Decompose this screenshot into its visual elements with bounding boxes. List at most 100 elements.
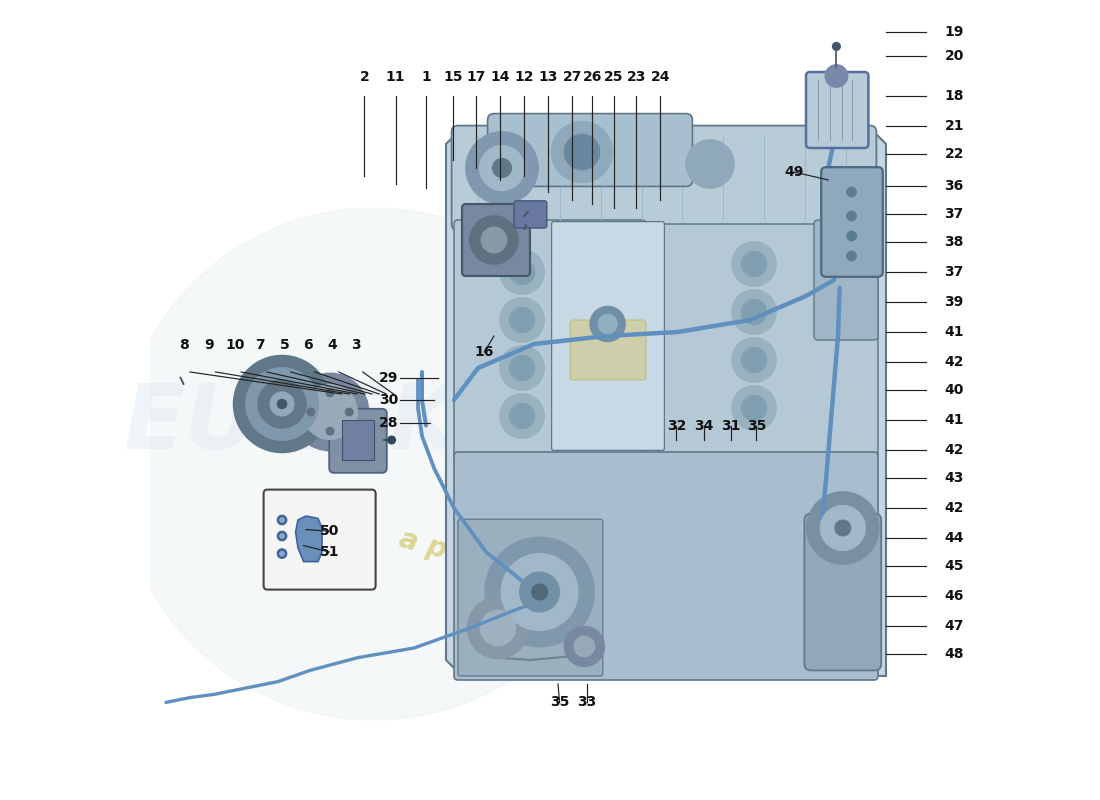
Circle shape (258, 380, 306, 428)
Circle shape (806, 492, 879, 564)
Text: a passion for life: a passion for life (396, 525, 657, 619)
Circle shape (277, 531, 287, 541)
Text: 2: 2 (360, 70, 370, 84)
Text: 15: 15 (443, 70, 463, 84)
Circle shape (279, 534, 285, 538)
Circle shape (574, 636, 595, 657)
Text: 46: 46 (945, 589, 964, 603)
Circle shape (741, 251, 767, 277)
Text: EUREKA: EUREKA (123, 380, 529, 468)
Circle shape (499, 394, 544, 438)
Circle shape (732, 338, 777, 382)
Text: 37: 37 (945, 207, 964, 222)
Text: 42: 42 (945, 354, 964, 369)
Text: 38: 38 (945, 234, 964, 249)
Text: 39: 39 (945, 295, 964, 310)
Circle shape (509, 403, 535, 429)
Circle shape (509, 355, 535, 381)
Text: 12: 12 (515, 70, 535, 84)
Circle shape (234, 356, 330, 452)
FancyBboxPatch shape (822, 167, 883, 277)
Text: 37: 37 (945, 265, 964, 279)
Circle shape (686, 140, 734, 188)
Circle shape (307, 408, 315, 416)
Text: 44: 44 (945, 530, 964, 545)
FancyBboxPatch shape (452, 126, 877, 230)
FancyBboxPatch shape (454, 220, 646, 460)
Circle shape (821, 506, 866, 550)
Circle shape (345, 408, 353, 416)
Circle shape (825, 65, 848, 87)
Text: 42: 42 (945, 442, 964, 457)
Text: 3: 3 (352, 338, 361, 352)
Text: 30: 30 (378, 393, 398, 407)
Circle shape (481, 610, 516, 646)
Circle shape (279, 551, 285, 556)
FancyBboxPatch shape (454, 452, 878, 680)
Circle shape (847, 211, 857, 221)
Circle shape (564, 134, 600, 170)
Polygon shape (296, 516, 322, 562)
Text: 17: 17 (466, 70, 486, 84)
Text: 28: 28 (378, 416, 398, 430)
Text: 29: 29 (378, 370, 398, 385)
FancyBboxPatch shape (487, 114, 692, 186)
Circle shape (481, 227, 507, 253)
Text: 41: 41 (945, 325, 964, 339)
FancyBboxPatch shape (551, 222, 664, 450)
Text: 4: 4 (328, 338, 338, 352)
Text: 20: 20 (945, 49, 964, 63)
Circle shape (531, 584, 548, 600)
Circle shape (564, 626, 604, 666)
Circle shape (847, 231, 857, 241)
Text: 7: 7 (255, 338, 265, 352)
Circle shape (519, 572, 560, 612)
Text: 42: 42 (945, 501, 964, 515)
Text: 10: 10 (226, 338, 244, 352)
Circle shape (741, 299, 767, 325)
Circle shape (468, 598, 528, 658)
Circle shape (732, 242, 777, 286)
FancyBboxPatch shape (329, 409, 387, 473)
Circle shape (387, 436, 396, 444)
FancyBboxPatch shape (570, 320, 646, 380)
Text: 23: 23 (627, 70, 646, 84)
FancyBboxPatch shape (316, 387, 340, 421)
Polygon shape (342, 420, 374, 460)
FancyBboxPatch shape (814, 220, 878, 340)
Circle shape (732, 386, 777, 430)
Circle shape (326, 389, 334, 397)
Circle shape (509, 259, 535, 285)
Text: 48: 48 (945, 647, 964, 662)
Circle shape (246, 368, 318, 440)
Text: 40: 40 (945, 383, 964, 398)
FancyBboxPatch shape (462, 204, 530, 276)
Text: 19: 19 (945, 25, 964, 39)
Text: 43: 43 (945, 471, 964, 486)
Circle shape (485, 538, 594, 646)
Text: 13: 13 (539, 70, 558, 84)
Circle shape (279, 518, 285, 522)
Text: 14: 14 (491, 70, 510, 84)
Circle shape (480, 146, 525, 190)
Text: 21: 21 (945, 119, 964, 134)
Text: 47: 47 (945, 618, 964, 633)
Text: 35: 35 (747, 418, 766, 433)
Text: 8: 8 (178, 338, 188, 352)
Text: 34: 34 (694, 418, 713, 433)
Circle shape (741, 395, 767, 421)
Circle shape (277, 399, 287, 409)
Text: 35: 35 (550, 695, 570, 710)
Polygon shape (446, 128, 886, 676)
Circle shape (302, 385, 358, 439)
Circle shape (732, 290, 777, 334)
FancyBboxPatch shape (264, 490, 375, 590)
FancyBboxPatch shape (658, 224, 878, 460)
FancyBboxPatch shape (804, 514, 881, 670)
Circle shape (502, 554, 578, 630)
Text: 32: 32 (667, 418, 686, 433)
Text: 27: 27 (563, 70, 582, 84)
Circle shape (499, 346, 544, 390)
Text: 5: 5 (279, 338, 289, 352)
Circle shape (499, 298, 544, 342)
